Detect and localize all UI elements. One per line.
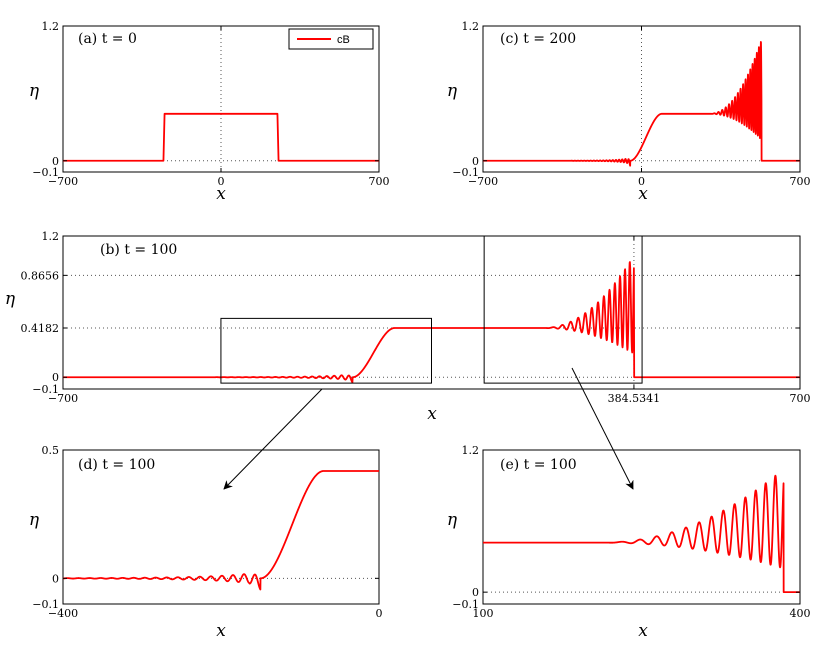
x-tick-label: 0 bbox=[218, 175, 225, 188]
y-tick-label: 0 bbox=[472, 586, 479, 599]
y-tick-label: 0 bbox=[52, 155, 59, 168]
zoom-box-e bbox=[483, 235, 643, 384]
y-tick-label: −0.1 bbox=[32, 598, 59, 611]
panel-title: (b) t = 100 bbox=[100, 242, 177, 258]
x-axis-label: x bbox=[216, 184, 226, 204]
x-axis-label: x bbox=[638, 621, 648, 641]
y-tick-label: 0 bbox=[52, 572, 59, 585]
x-tick-label: 0 bbox=[638, 175, 645, 188]
panel-d: 0.5 0 −0.1−400 0 (d) t = 100 x η bbox=[29, 444, 383, 641]
x-tick-label: 100 bbox=[473, 607, 494, 620]
legend-label: cB bbox=[337, 34, 350, 46]
y-axis-label: η bbox=[29, 81, 40, 101]
panel-title: (c) t = 200 bbox=[500, 31, 576, 47]
legend: cB bbox=[288, 28, 374, 50]
x-tick-label: 384.5341 bbox=[608, 392, 661, 405]
plot-area bbox=[62, 235, 801, 390]
x-tick-label: 700 bbox=[790, 175, 811, 188]
x-axis-label: x bbox=[216, 621, 226, 641]
y-tick-label: −0.1 bbox=[452, 598, 479, 611]
x-tick-label: −700 bbox=[48, 392, 78, 405]
panel-title: (d) t = 100 bbox=[78, 457, 155, 473]
panel-c: 1.20−0.1−700 0 700 (c) t = 200 x η bbox=[447, 20, 811, 204]
x-tick-label: 400 bbox=[790, 607, 811, 620]
panel-b: 1.2 0.8656 0.4182 0−0.1−700 384.5341 700 (b) … bbox=[5, 230, 811, 424]
x-axis-label: x bbox=[638, 184, 648, 204]
y-axis-label: η bbox=[5, 289, 16, 309]
y-tick-label: 1.2 bbox=[42, 230, 60, 243]
y-tick-label: 0.4182 bbox=[21, 322, 60, 335]
zoom-arrows bbox=[223, 367, 634, 490]
panel-title: (e) t = 100 bbox=[500, 457, 577, 473]
arrow-to-panel-d bbox=[223, 388, 323, 490]
y-tick-label: −0.1 bbox=[32, 166, 59, 179]
plot-area bbox=[482, 449, 801, 605]
panel-a: 1.20−0.1−700 0 700 (a) t = 0 x η cB bbox=[29, 20, 390, 204]
y-tick-label: 0.8656 bbox=[21, 269, 60, 282]
y-tick-label: 1.2 bbox=[42, 20, 60, 33]
panel-title: (a) t = 0 bbox=[78, 31, 137, 47]
series-line-cB bbox=[62, 470, 380, 591]
y-tick-label: 0 bbox=[52, 371, 59, 384]
series-line-cB bbox=[482, 40, 801, 167]
x-tick-label: 0 bbox=[376, 607, 383, 620]
x-tick-label: −700 bbox=[468, 175, 498, 188]
x-axis-label: x bbox=[427, 404, 437, 424]
arrow-to-panel-e bbox=[571, 367, 634, 490]
y-tick-label: 0.5 bbox=[42, 444, 60, 457]
y-axis-label: η bbox=[447, 81, 458, 101]
y-tick-label: 0 bbox=[472, 155, 479, 168]
y-tick-label: 1.2 bbox=[462, 444, 480, 457]
y-tick-label: −0.1 bbox=[452, 166, 479, 179]
x-tick-label: 700 bbox=[790, 392, 811, 405]
x-tick-label: 700 bbox=[369, 175, 390, 188]
y-axis-label: η bbox=[29, 510, 40, 530]
x-tick-label: −700 bbox=[48, 175, 78, 188]
y-tick-label: −0.1 bbox=[32, 383, 59, 396]
zoom-box-d bbox=[220, 317, 432, 384]
y-tick-label: 1.2 bbox=[462, 20, 480, 33]
y-axis-label: η bbox=[447, 510, 458, 530]
series-line-cB bbox=[63, 112, 379, 162]
x-tick-label: −400 bbox=[48, 607, 78, 620]
plot-area bbox=[62, 449, 380, 605]
series-line-cB bbox=[482, 474, 801, 594]
